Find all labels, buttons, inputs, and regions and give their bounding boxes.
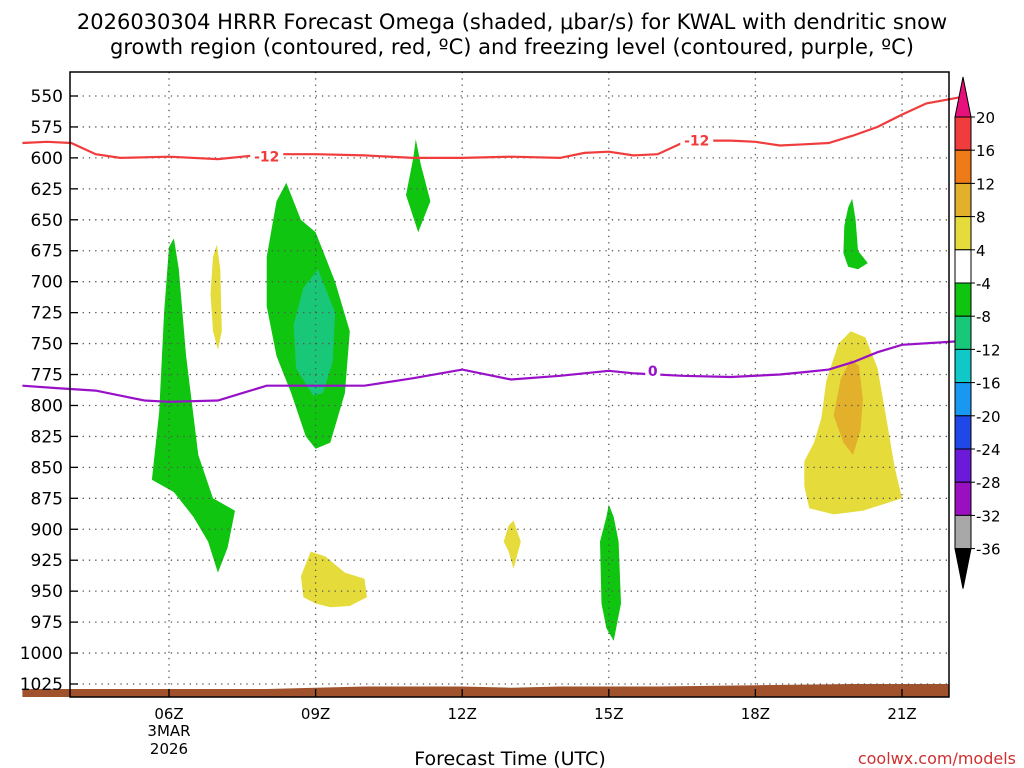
y-tick-label: 700 (31, 273, 63, 293)
colorbar: 20 16 12 8 4 -4 -8 -12 -16 -20 -24 -28 -32 -36 (954, 76, 1001, 589)
colorbar-swatch (954, 282, 972, 317)
contour-label-bg (680, 132, 714, 149)
x-date-line2: 2026 (150, 740, 188, 758)
colorbar-swatch (954, 448, 972, 483)
y-tick-label: 1000 (20, 644, 63, 664)
y-tick-label: 675 (31, 242, 63, 262)
omega-region-yellow-0900 (300, 551, 367, 608)
omega-region-yellow-0700 (210, 244, 222, 350)
credit-link[interactable]: coolwx.com/models (858, 749, 1016, 768)
x-tick-label: 12Z (448, 705, 477, 723)
x-axis-label: Forecast Time (UTC) (414, 748, 605, 768)
grid-lines (70, 72, 949, 697)
omega-region-green-20z (843, 198, 868, 270)
plot-frame (69, 71, 950, 698)
colorbar-label: 16 (976, 142, 995, 160)
terrain-fill (22, 684, 961, 697)
omega-region-yellow-1300 (503, 520, 521, 569)
y-tick-label: 575 (31, 118, 63, 138)
y-tick-label: 750 (31, 335, 63, 355)
colorbar-label: 12 (976, 175, 995, 193)
x-tick-label: 06Z (154, 705, 183, 723)
y-tick-label: 900 (31, 520, 63, 540)
colorbar-swatch (954, 382, 972, 417)
dgz-contour-line (22, 96, 961, 161)
y-tick-label: 850 (31, 458, 63, 478)
omega-shaded-regions (151, 139, 902, 641)
omega-region-orange-2000 (833, 359, 863, 455)
omega-region-cyan-0909 (293, 269, 336, 396)
colorbar-swatch (954, 415, 972, 450)
chart-title-line1: 2026030304 HRRR Forecast Omega (shaded, … (77, 10, 947, 34)
y-tick-label: 600 (31, 149, 63, 169)
contour-label: 0 (648, 364, 658, 380)
colorbar-swatch (954, 149, 972, 184)
x-tick-label: 21Z (887, 705, 916, 723)
colorbar-label: -28 (976, 474, 1001, 492)
omega-region-green-0609 (151, 238, 235, 573)
y-tick-label: 925 (31, 551, 63, 571)
y-axis: 550 575 600 625 650 675 700 725 750 775 800 825 850 8… (20, 87, 78, 695)
omega-region-green-11z (406, 139, 431, 233)
y-tick-label: 950 (31, 582, 63, 602)
contour-label: -12 (684, 134, 709, 150)
x-date-line1: 3MAR (147, 722, 190, 740)
y-tick-label: 875 (31, 489, 63, 509)
colorbar-swatch (954, 116, 972, 151)
omega-region-green-15z (600, 504, 621, 641)
chart-title-line2: growth region (contoured, red, ºC) and f… (110, 35, 914, 59)
x-axis: 06Z 09Z 12Z 15Z 18Z 21Z (154, 689, 917, 723)
y-tick-label: 725 (31, 304, 63, 324)
colorbar-swatch (954, 249, 972, 284)
colorbar-label: -20 (976, 408, 1001, 426)
colorbar-label: -36 (976, 541, 1001, 559)
y-tick-label: 825 (31, 427, 63, 447)
colorbar-label: -24 (976, 441, 1001, 459)
colorbar-swatch (954, 348, 972, 384)
colorbar-label: 8 (976, 209, 986, 227)
colorbar-swatch (954, 216, 972, 251)
colorbar-swatch (954, 481, 972, 516)
x-tick-label: 15Z (594, 705, 623, 723)
y-tick-label: 625 (31, 180, 63, 200)
y-tick-label: 1025 (20, 675, 63, 695)
contour-label-bg (250, 148, 284, 165)
y-tick-label: 550 (31, 87, 63, 107)
colorbar-swatch (954, 514, 972, 550)
colorbar-label: -4 (976, 275, 991, 293)
y-tick-label: 975 (31, 613, 63, 633)
y-tick-label: 650 (31, 211, 63, 231)
y-tick-label: 775 (31, 366, 63, 386)
colorbar-swatch (954, 315, 972, 350)
colorbar-label: -8 (976, 308, 991, 326)
y-tick-label: 800 (31, 396, 63, 416)
colorbar-bottom-arrow (954, 548, 972, 589)
x-tick-label: 09Z (301, 705, 330, 723)
freezing-level-line (22, 340, 961, 403)
colorbar-top-arrow (954, 76, 972, 118)
colorbar-label: -32 (976, 507, 1001, 525)
colorbar-label: 20 (976, 109, 995, 127)
x-tick-label: 18Z (741, 705, 770, 723)
colorbar-swatch (954, 182, 972, 218)
colorbar-label: -12 (976, 341, 1001, 359)
contour-label: -12 (254, 150, 279, 166)
terrain-layer (22, 684, 961, 697)
colorbar-label: -16 (976, 375, 1001, 393)
contour-label-bg (645, 362, 661, 379)
colorbar-label: 4 (976, 242, 986, 260)
contour-lines: -12 -12 0 (22, 96, 961, 403)
